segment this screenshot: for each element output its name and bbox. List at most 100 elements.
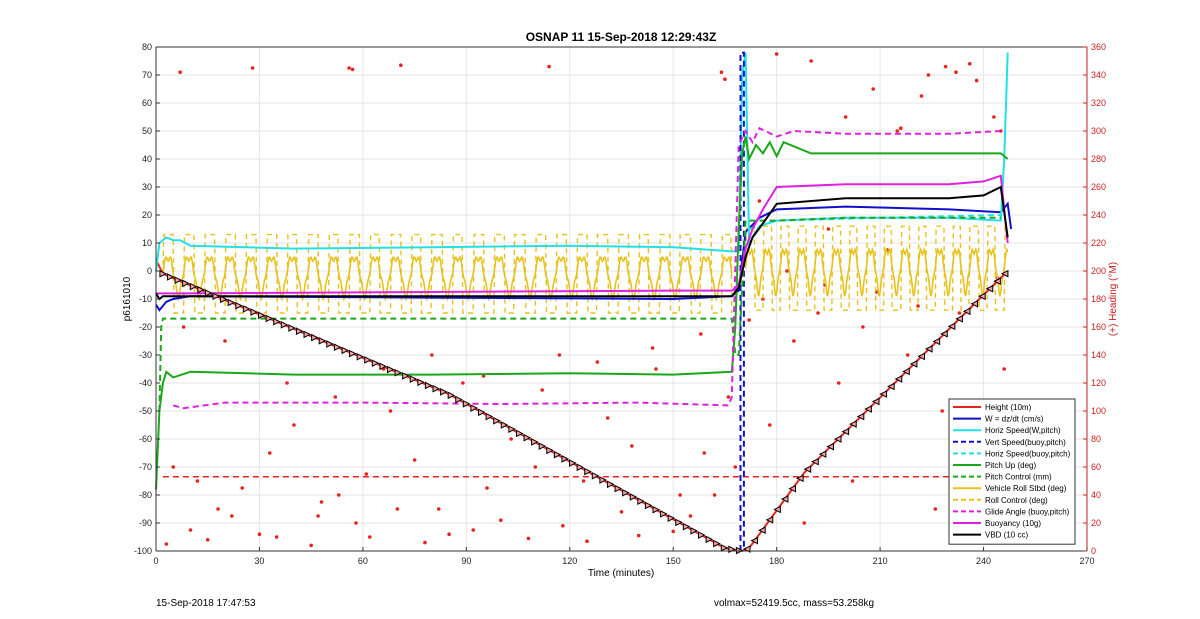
height-marker xyxy=(295,327,304,336)
heading-point xyxy=(726,395,731,399)
height-marker xyxy=(614,484,623,493)
heading-point xyxy=(933,507,938,511)
y2-tick-label: 60 xyxy=(1091,462,1101,472)
heading-point xyxy=(723,77,727,81)
heading-point xyxy=(223,339,227,343)
height-marker xyxy=(697,531,706,539)
footer-vehicle-info: volmax=52419.5cc, mass=53.258kg xyxy=(714,598,875,609)
y2-tick-label: 140 xyxy=(1091,350,1106,360)
y-tick-label: -100 xyxy=(134,546,152,556)
height-marker xyxy=(242,305,251,313)
x-tick-label: 30 xyxy=(254,556,264,566)
heading-point xyxy=(216,507,220,511)
height-marker xyxy=(197,285,205,294)
heading-point xyxy=(430,353,434,357)
legend-label: Height (10m) xyxy=(985,403,1032,412)
roll-control-line xyxy=(744,225,1008,311)
height-marker xyxy=(924,345,933,353)
x-axis-label: Time (minutes) xyxy=(588,568,654,579)
height-marker xyxy=(584,467,592,476)
x-tick-label: 240 xyxy=(976,556,991,566)
height-marker xyxy=(538,442,547,450)
y-tick-label: 40 xyxy=(142,154,152,164)
height-marker xyxy=(765,516,774,524)
y2-tick-label: 200 xyxy=(1091,266,1106,276)
heading-point xyxy=(333,395,338,399)
height-marker xyxy=(409,375,418,383)
x-tick-label: 180 xyxy=(769,556,784,566)
heading-point xyxy=(436,507,441,511)
height-marker xyxy=(402,372,410,380)
heading-point xyxy=(826,227,831,231)
heading-point xyxy=(733,465,738,469)
heading-point xyxy=(319,500,324,504)
y-tick-label: 50 xyxy=(142,126,152,136)
heading-point xyxy=(802,521,807,525)
axes-layer: 0 30 60 90 120 150 180 210 240 270-100-90-80-70-6… xyxy=(134,42,1106,566)
height-marker xyxy=(788,484,797,493)
heading-point xyxy=(654,367,658,371)
y2-tick-label: 100 xyxy=(1091,406,1106,416)
height-marker xyxy=(750,536,759,545)
y-tick-label: 80 xyxy=(142,42,152,52)
heading-point xyxy=(292,423,296,427)
y2-tick-label: 360 xyxy=(1091,42,1106,52)
height-marker xyxy=(811,457,819,466)
height-marker xyxy=(432,384,441,393)
height-marker xyxy=(780,495,789,503)
heading-point xyxy=(957,311,962,315)
heading-point xyxy=(336,493,341,497)
y2-tick-label: 80 xyxy=(1091,434,1101,444)
height-marker xyxy=(364,356,372,364)
height-marker xyxy=(485,412,494,421)
height-marker xyxy=(212,292,221,300)
height-marker xyxy=(455,395,463,404)
y2-tick-label: 20 xyxy=(1091,518,1101,528)
y-tick-label: -30 xyxy=(139,350,152,360)
height-marker xyxy=(440,388,448,396)
height-marker xyxy=(932,337,941,346)
heading-point xyxy=(240,486,245,490)
legend-label: Pitch Up (deg) xyxy=(985,461,1036,470)
height-marker xyxy=(879,390,888,398)
height-marker xyxy=(349,349,357,358)
height-marker xyxy=(462,400,471,408)
series-line xyxy=(155,185,1009,301)
x-tick-label: 150 xyxy=(666,556,681,566)
series-line xyxy=(156,174,1009,295)
heading-point xyxy=(471,528,476,532)
x-tick-label: 90 xyxy=(461,556,471,566)
height-marker xyxy=(500,421,509,429)
height-marker xyxy=(333,343,342,352)
heading-point xyxy=(943,64,948,69)
height-marker xyxy=(515,429,524,438)
height-marker xyxy=(531,438,539,446)
legend-label: Pitch Control (mm) xyxy=(985,473,1052,482)
heading-point xyxy=(354,521,358,525)
height-marker xyxy=(1000,269,1009,278)
heading-point xyxy=(485,486,489,490)
legend-label: Horiz Speed(W,pitch) xyxy=(985,426,1061,435)
height-marker xyxy=(265,314,274,323)
height-marker xyxy=(250,308,259,316)
heading-point xyxy=(636,533,641,538)
height-marker xyxy=(553,450,562,459)
y2-tick-label: 240 xyxy=(1091,210,1106,220)
height-marker xyxy=(280,321,289,329)
legend-label: W = dz/dt (cm/s) xyxy=(985,415,1044,424)
height-marker xyxy=(447,391,456,400)
y-tick-label: 30 xyxy=(142,182,152,192)
legend: Height (10m) W = dz/dt (cm/s) Horiz Speed(… xyxy=(948,398,1076,545)
height-marker xyxy=(303,330,312,339)
heading-point xyxy=(395,507,400,511)
heading-point xyxy=(581,479,586,483)
heading-point xyxy=(347,66,351,70)
height-marker xyxy=(371,359,380,367)
height-marker xyxy=(523,433,532,442)
height-marker xyxy=(622,488,630,497)
heading-point xyxy=(257,532,262,536)
legend-label: Vehicle Roll Stbd (deg) xyxy=(985,484,1067,493)
heading-point xyxy=(164,542,169,546)
height-marker xyxy=(947,322,956,331)
